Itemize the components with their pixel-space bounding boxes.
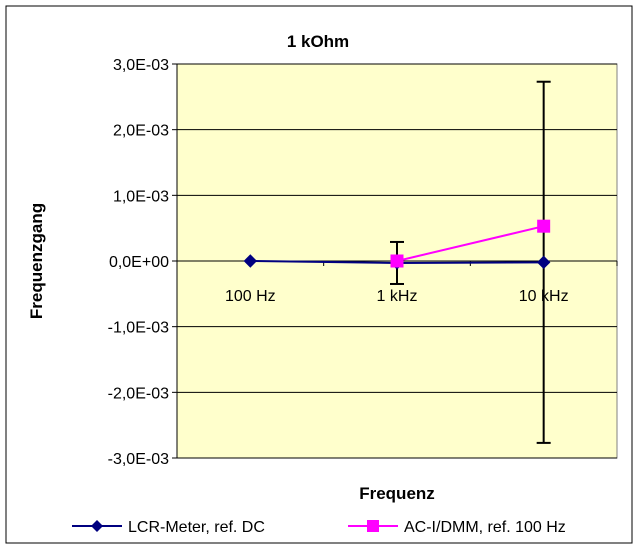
series-group	[243, 219, 551, 270]
data-point	[536, 255, 551, 270]
y-tick-label: -3,0E-03	[108, 451, 169, 468]
y-tick-label: -2,0E-03	[108, 385, 169, 402]
x-tick-label: 100 Hz	[225, 288, 276, 305]
y-tick-label: 3,0E-03	[113, 57, 169, 74]
y-tick-label: 2,0E-03	[113, 123, 169, 140]
y-tick-label: -1,0E-03	[108, 320, 169, 337]
legend-label: AC-I/DMM, ref. 100 Hz	[404, 519, 566, 536]
legend-marker	[367, 520, 379, 532]
y-axis-title: Frequenzgang	[27, 203, 46, 319]
data-point	[390, 254, 404, 268]
y-tick-label: 1,0E-03	[113, 188, 169, 205]
x-tick-label: 1 kHz	[377, 288, 418, 305]
y-tick-label: 0,0E+00	[109, 254, 169, 271]
chart-title: 1 kOhm	[287, 32, 349, 51]
y-axis-ticks: -3,0E-03 -2,0E-03 -1,0E-03 0,0E+00 1,0E-03 2,…	[108, 57, 177, 468]
legend-label: LCR-Meter, ref. DC	[128, 519, 265, 536]
legend-marker	[91, 520, 103, 532]
x-axis-title: Frequenz	[359, 484, 435, 503]
data-point	[537, 219, 551, 233]
series-line	[396, 225, 544, 262]
data-point	[243, 254, 258, 268]
legend: LCR-Meter, ref. DC AC-I/DMM, ref. 100 Hz	[72, 519, 566, 536]
